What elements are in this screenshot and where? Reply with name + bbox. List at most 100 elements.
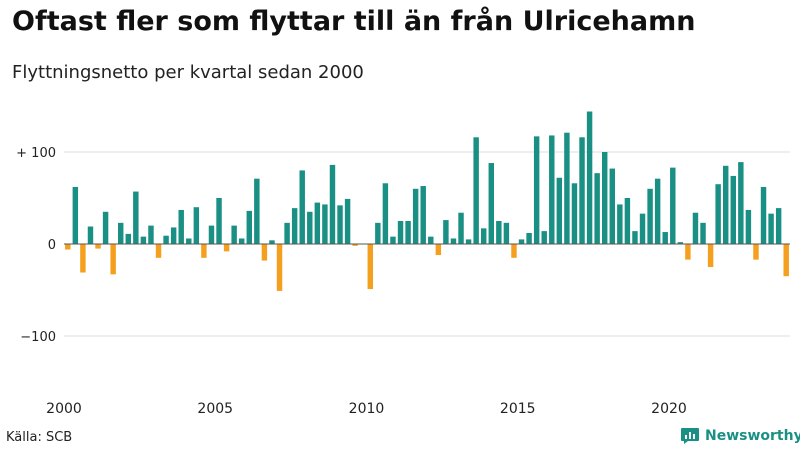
bar [95, 244, 101, 249]
bar [745, 209, 752, 244]
bar [412, 188, 419, 244]
bar [511, 244, 517, 258]
bars [64, 111, 790, 291]
bar [216, 198, 222, 244]
bar [465, 239, 472, 244]
bar [473, 137, 479, 244]
bar [692, 212, 699, 244]
bar [488, 163, 494, 244]
x-tick-label: 2020 [651, 401, 687, 417]
bar [102, 211, 109, 244]
bar [352, 244, 358, 246]
bar [420, 186, 426, 244]
bar [685, 244, 691, 260]
bar [239, 238, 245, 244]
x-tick-label: 2015 [500, 401, 536, 417]
bar [700, 222, 706, 244]
axis-labels: + 100 0 −100 2000 2005 2010 2015 2020 [16, 146, 687, 417]
bar [148, 225, 154, 244]
bar [450, 238, 457, 244]
bar [375, 222, 381, 244]
bar [586, 111, 593, 245]
bar [775, 208, 782, 244]
bar [602, 152, 608, 244]
bar [594, 173, 600, 244]
bar [670, 167, 676, 244]
bar [624, 198, 631, 244]
bar [186, 238, 192, 244]
bar [337, 205, 343, 244]
y-tick-label: + 100 [16, 146, 56, 161]
bar [367, 244, 373, 290]
bar [110, 244, 116, 275]
bar [443, 220, 449, 244]
bar [193, 207, 200, 244]
bar [155, 244, 162, 258]
brand-name: Newsworthy [705, 428, 800, 444]
bar [322, 204, 328, 244]
bar [723, 165, 729, 244]
bar [133, 191, 139, 244]
bar [178, 209, 184, 244]
bar [617, 204, 623, 244]
bar [647, 188, 653, 244]
bar [87, 226, 94, 244]
bar [518, 239, 525, 244]
bar [768, 213, 774, 244]
bar [549, 135, 555, 244]
bar [276, 244, 283, 291]
bar [65, 244, 71, 250]
bar [579, 137, 585, 244]
bar [526, 232, 532, 244]
bar [307, 211, 313, 244]
bar [269, 240, 275, 244]
bar [458, 212, 464, 244]
bar [72, 186, 79, 244]
bar [170, 227, 177, 244]
x-tick-label: 2005 [197, 401, 233, 417]
bar [405, 221, 411, 244]
x-tick-label: 2010 [349, 401, 385, 417]
bar [428, 236, 434, 244]
bar [390, 236, 396, 244]
bar [382, 183, 389, 244]
x-tick-label: 2000 [46, 401, 82, 417]
bar [632, 231, 638, 244]
bar [730, 175, 736, 244]
bar [662, 232, 668, 244]
y-tick-label: 0 [48, 238, 56, 253]
bar [140, 236, 147, 244]
bar [291, 208, 298, 244]
bar [707, 244, 714, 267]
bar [564, 132, 570, 244]
bar [435, 244, 442, 256]
bar [201, 244, 207, 258]
bar [118, 222, 124, 244]
bar [314, 202, 321, 244]
bar [163, 235, 169, 244]
bar [533, 136, 540, 244]
bar [738, 162, 744, 244]
bar [760, 186, 767, 244]
bar [80, 244, 86, 273]
bar [503, 222, 510, 244]
bar [329, 164, 336, 244]
bar [254, 178, 260, 244]
bar [299, 170, 305, 244]
bar [571, 183, 578, 244]
chart-title: Oftast fler som flyttar till än från Ulr… [12, 6, 696, 37]
chart-subtitle: Flyttningsnetto per kvartal sedan 2000 [12, 62, 364, 83]
bar [397, 221, 404, 244]
bar [715, 184, 721, 244]
newsworthy-logo-icon [681, 428, 699, 444]
bar [496, 221, 502, 244]
bar [125, 233, 131, 244]
newsworthy-brand[interactable]: Newsworthy [680, 427, 800, 445]
source-note: Källa: SCB [6, 430, 73, 445]
bar [609, 168, 615, 244]
bar [481, 228, 487, 244]
bar [246, 210, 252, 244]
bar [639, 213, 646, 244]
y-tick-label: −100 [20, 330, 56, 345]
